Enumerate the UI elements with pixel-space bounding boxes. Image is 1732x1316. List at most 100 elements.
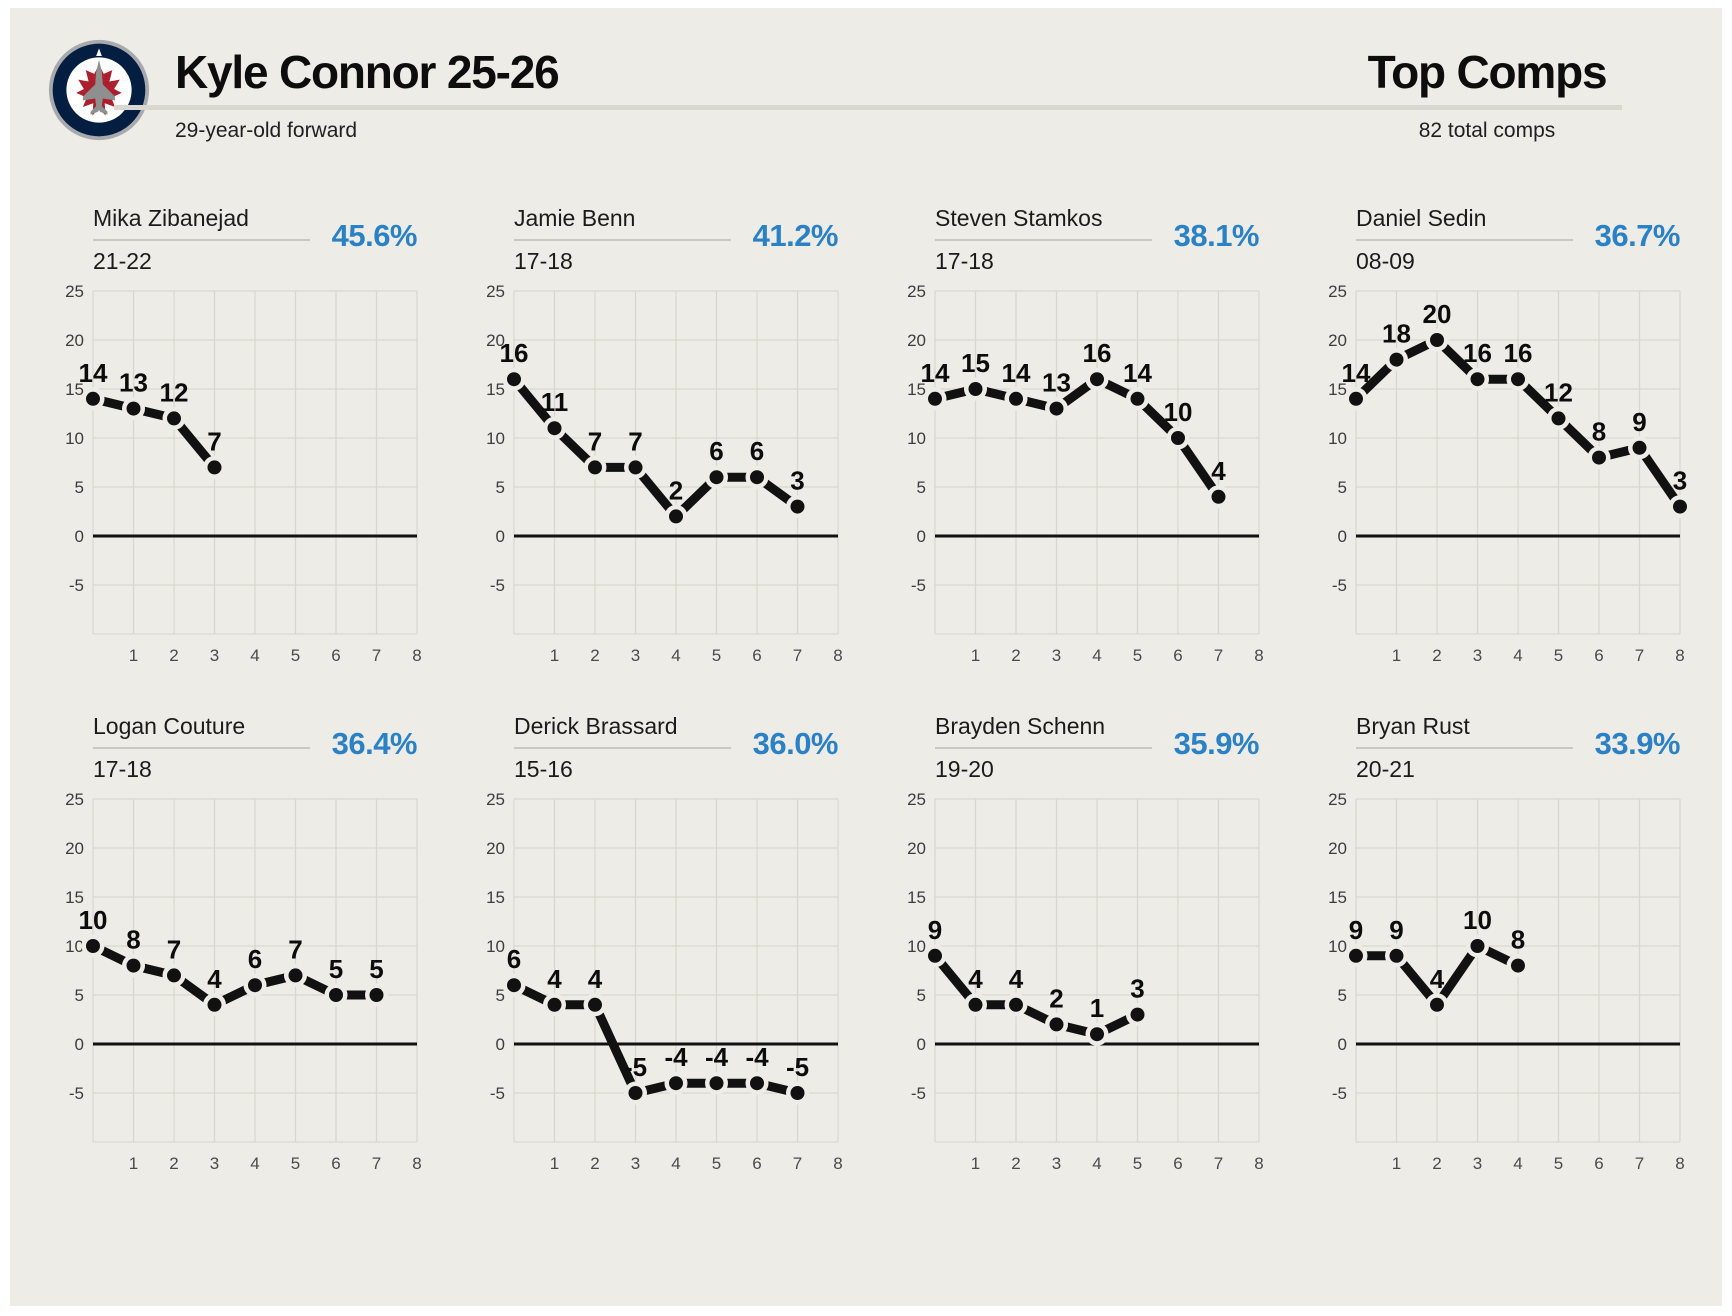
y-axis-tick: 10 <box>907 429 926 448</box>
comp-player-name: Daniel Sedin <box>1356 205 1573 242</box>
y-axis-tick: 5 <box>1338 986 1347 1005</box>
data-point-label: 16 <box>1463 338 1492 368</box>
x-axis-tick: 4 <box>1092 1154 1101 1173</box>
comp-season: 15-16 <box>514 756 573 783</box>
y-axis-tick: 5 <box>917 986 926 1005</box>
data-point <box>1551 411 1566 426</box>
y-axis-tick: 25 <box>907 790 926 809</box>
chart-header: Jamie Benn 17-18 41.2% <box>514 205 839 275</box>
data-point <box>126 958 141 973</box>
chart-header-left: Bryan Rust 20-21 <box>1356 713 1573 783</box>
chart-header-left: Steven Stamkos 17-18 <box>935 205 1152 275</box>
section-title: Top Comps <box>1367 46 1608 98</box>
chart-header: Daniel Sedin 08-09 36.7% <box>1356 205 1681 275</box>
x-axis-tick: 1 <box>1392 1154 1401 1173</box>
y-axis-tick: 5 <box>496 986 505 1005</box>
data-point <box>1592 450 1606 465</box>
data-point <box>207 998 222 1013</box>
data-point <box>1389 949 1404 964</box>
y-axis-tick: 10 <box>486 937 505 956</box>
y-axis-tick: 10 <box>486 429 505 448</box>
data-point <box>1632 441 1647 456</box>
data-point <box>288 968 303 983</box>
chart-header: Mika Zibanejad 21-22 45.6% <box>93 205 418 275</box>
comp-season: 20-21 <box>1356 756 1415 783</box>
comp-match-percentage: 45.6% <box>331 218 418 254</box>
y-axis-tick: -5 <box>1332 576 1347 595</box>
chart-header-left: Jamie Benn 17-18 <box>514 205 731 275</box>
comp-match-percentage: 36.4% <box>331 726 418 762</box>
y-axis-tick: 0 <box>917 1035 926 1054</box>
x-axis-tick: 3 <box>1473 1154 1482 1173</box>
data-point <box>1090 1027 1104 1042</box>
y-axis-tick: 25 <box>486 282 505 301</box>
comp-match-percentage: 38.1% <box>1173 218 1260 254</box>
x-axis-tick: 4 <box>250 646 259 665</box>
x-axis-tick: 8 <box>1675 646 1684 665</box>
x-axis-tick: 5 <box>291 646 300 665</box>
data-point-label: 3 <box>1130 974 1144 1004</box>
y-axis-tick: -5 <box>69 1084 84 1103</box>
x-axis-tick: 2 <box>1432 1154 1441 1173</box>
data-point-label: 13 <box>1042 368 1071 398</box>
y-axis-tick: -5 <box>911 1084 926 1103</box>
x-axis-tick: 8 <box>412 1154 421 1173</box>
x-axis-tick: 2 <box>1011 646 1020 665</box>
data-point-label: 10 <box>1463 905 1492 935</box>
x-axis-tick: 5 <box>1133 1154 1142 1173</box>
x-axis-tick: 6 <box>752 1154 761 1173</box>
data-point <box>790 499 805 514</box>
y-axis-tick: 20 <box>65 839 84 858</box>
data-point-label: 8 <box>1511 925 1525 955</box>
y-axis-tick: 0 <box>75 1035 84 1054</box>
y-axis-tick: 15 <box>486 888 505 907</box>
data-point-label: 6 <box>750 436 764 466</box>
data-point-label: -4 <box>745 1042 769 1072</box>
x-axis-tick: 3 <box>1473 646 1482 665</box>
data-point-label: 2 <box>1049 984 1063 1014</box>
chart-header-left: Daniel Sedin 08-09 <box>1356 205 1573 275</box>
y-axis-tick: 15 <box>1328 888 1347 907</box>
comp-season: 17-18 <box>93 756 152 783</box>
y-axis-tick: 25 <box>907 282 926 301</box>
y-axis-tick: 0 <box>75 527 84 546</box>
data-point <box>126 401 141 416</box>
x-axis-tick: 3 <box>1052 646 1061 665</box>
y-axis-tick: -5 <box>911 576 926 595</box>
data-point-label: 14 <box>1002 358 1031 388</box>
y-axis-tick: 25 <box>1328 282 1347 301</box>
x-axis-tick: 3 <box>631 1154 640 1173</box>
data-point-label: 3 <box>790 466 804 496</box>
data-point <box>1511 372 1525 387</box>
data-point-label: 5 <box>369 954 383 984</box>
data-point <box>928 392 942 407</box>
data-point <box>968 382 983 397</box>
comp-player-name: Derick Brassard <box>514 713 731 750</box>
page-title: Kyle Connor 25-26 <box>175 46 560 98</box>
data-point <box>928 949 942 964</box>
data-point <box>968 998 983 1013</box>
chart-header-left: Derick Brassard 15-16 <box>514 713 731 783</box>
x-axis-tick: 7 <box>1635 646 1644 665</box>
x-axis-tick: 1 <box>129 646 138 665</box>
data-point <box>750 1076 764 1091</box>
data-point-label: 14 <box>79 358 108 388</box>
y-axis-tick: -5 <box>1332 1084 1347 1103</box>
data-point-label: 5 <box>329 954 343 984</box>
y-axis-tick: 5 <box>1338 478 1347 497</box>
data-point <box>588 998 602 1013</box>
chart-header: Bryan Rust 20-21 33.9% <box>1356 713 1681 783</box>
comp-season: 19-20 <box>935 756 994 783</box>
chart-header-left: Mika Zibanejad 21-22 <box>93 205 310 275</box>
comp-match-percentage: 36.7% <box>1594 218 1681 254</box>
x-axis-tick: 3 <box>631 646 640 665</box>
data-point-label: 6 <box>248 944 262 974</box>
y-axis-tick: 10 <box>1328 429 1347 448</box>
data-point <box>1470 372 1485 387</box>
x-axis-tick: 2 <box>590 646 599 665</box>
comp-season: 21-22 <box>93 248 152 275</box>
x-axis-tick: 7 <box>372 1154 381 1173</box>
